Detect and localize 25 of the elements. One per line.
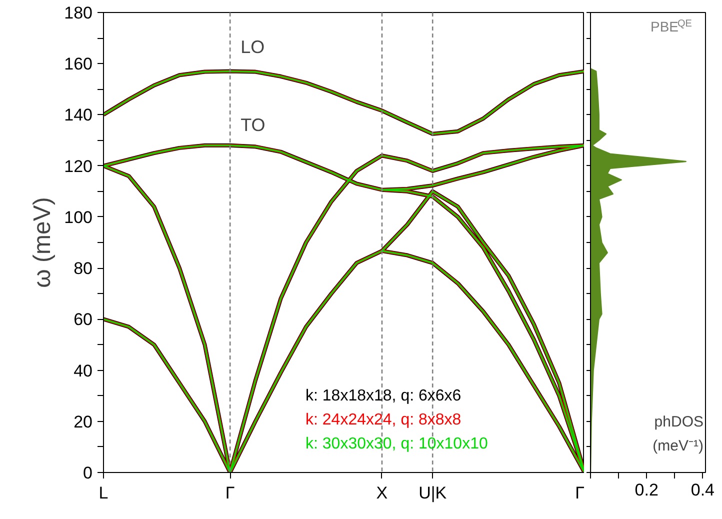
y-tick-label: 0	[83, 464, 93, 482]
y-tick-label: 140	[64, 106, 93, 125]
x-tick-label: U|K	[418, 484, 448, 502]
y-tick-label: 100	[64, 208, 93, 227]
y-tick-label: 160	[64, 54, 93, 74]
y-tick-label: 20	[74, 412, 93, 432]
text: k: 24x24x24, q: 8x8x8	[306, 412, 462, 428]
y-tick-label: 60	[74, 310, 93, 330]
y-tick-label: 40	[74, 361, 93, 380]
y-tick-label: 120	[64, 156, 93, 176]
annotation: LO	[240, 37, 265, 57]
annotation: TO	[240, 115, 266, 136]
y-axis-title: ω (meV)	[29, 197, 56, 288]
x-tick-label: 0.4	[690, 480, 715, 500]
annotation: phDOS	[654, 414, 704, 430]
y-tick-label: 180	[64, 4, 93, 22]
annotation: (meV⁻¹)	[652, 438, 704, 454]
series-label: k: 18x18x18, q: 6x6x6	[306, 388, 462, 404]
x-tick-label: Γ	[225, 484, 235, 502]
x-tick-label: L	[98, 484, 108, 502]
y-tick-label: 80	[74, 259, 93, 278]
x-tick-label: X	[376, 484, 388, 502]
text: k: 30x30x30, q: 10x10x10	[306, 436, 488, 452]
x-tick-label: 0.2	[634, 480, 658, 500]
x-tick-label: Γ	[575, 484, 585, 502]
